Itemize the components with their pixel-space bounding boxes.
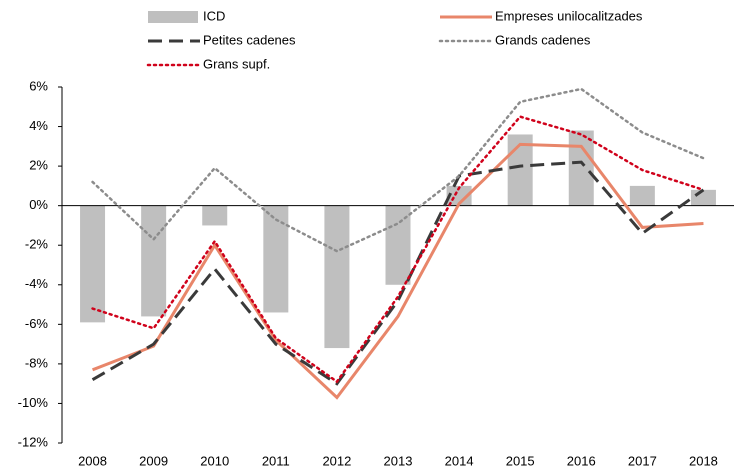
bar bbox=[568, 130, 594, 206]
y-tick-label: 0% bbox=[29, 197, 48, 212]
bar bbox=[629, 185, 655, 206]
x-tick-label: 2012 bbox=[322, 453, 351, 468]
bar bbox=[263, 205, 289, 313]
y-tick-label: 6% bbox=[29, 78, 48, 93]
x-tick-label: 2018 bbox=[689, 453, 718, 468]
x-tick-label: 2009 bbox=[139, 453, 168, 468]
y-tick-label: 2% bbox=[29, 158, 48, 173]
x-tick-label: 2010 bbox=[200, 453, 229, 468]
x-tick-label: 2015 bbox=[506, 453, 535, 468]
legend-label: ICD bbox=[203, 8, 225, 23]
x-tick-label: 2014 bbox=[445, 453, 474, 468]
bar bbox=[80, 205, 106, 323]
y-tick-label: 4% bbox=[29, 118, 48, 133]
x-tick-label: 2016 bbox=[567, 453, 596, 468]
bar bbox=[324, 205, 350, 349]
x-tick-label: 2011 bbox=[262, 453, 290, 468]
line bbox=[91, 160, 705, 386]
x-tick-label: 2017 bbox=[628, 453, 657, 468]
y-tick-label: -2% bbox=[25, 237, 49, 252]
x-tick-label: 2008 bbox=[78, 453, 107, 468]
legend-label: Empreses unilocalitzades bbox=[495, 8, 643, 23]
line bbox=[92, 142, 704, 400]
legend-label: Grans supf. bbox=[203, 56, 270, 71]
y-tick-label: -6% bbox=[25, 316, 49, 331]
legend-swatch bbox=[148, 11, 198, 23]
line bbox=[91, 87, 705, 253]
y-tick-label: -8% bbox=[25, 355, 49, 370]
line bbox=[91, 115, 705, 384]
bar bbox=[385, 205, 411, 285]
x-tick-label: 2013 bbox=[384, 453, 413, 468]
legend-label: Grands cadenes bbox=[495, 32, 591, 47]
y-tick-label: -4% bbox=[25, 276, 49, 291]
bar bbox=[202, 205, 228, 226]
bar bbox=[141, 205, 167, 317]
bar bbox=[690, 189, 716, 206]
y-tick-label: -12% bbox=[18, 434, 49, 449]
legend-label: Petites cadenes bbox=[203, 32, 296, 47]
y-tick-label: -10% bbox=[18, 395, 49, 410]
